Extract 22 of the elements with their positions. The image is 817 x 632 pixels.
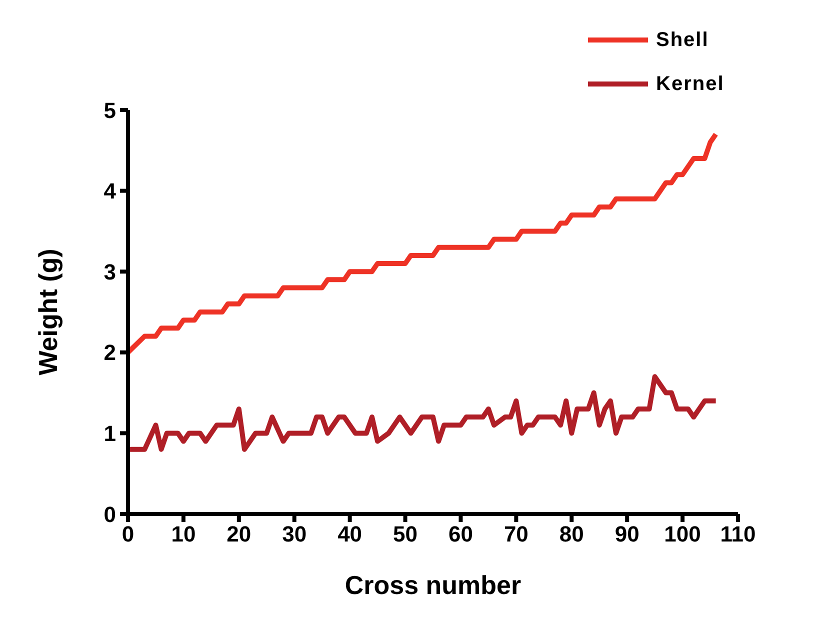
x-axis-title: Cross number [344,570,522,600]
y-tick-label: 3 [104,259,116,284]
y-tick-label: 4 [104,178,117,204]
y-tick-label: 0 [104,502,116,527]
y-tick-label: 1 [104,421,116,446]
x-tick-label: 80 [559,522,584,547]
x-tick-label: 30 [282,522,307,547]
x-tick-label: 110 [720,522,756,547]
x-tick-label: 20 [226,522,252,547]
x-tick-label: 100 [664,522,701,547]
x-tick-label: 10 [171,522,196,547]
legend-label: Kernel [656,72,724,96]
x-tick-label: 0 [122,522,134,547]
x-tick-label: 40 [338,522,362,547]
y-tick-label: 2 [104,340,116,366]
y-tick-label: 5 [104,98,116,123]
y-axis-title: Weight (g) [33,248,64,376]
x-tick-label: 70 [504,522,528,547]
x-tick-label: 90 [614,522,640,547]
x-tick-label: 60 [448,522,473,547]
legend-label: Shell [656,28,709,52]
x-tick-label: 50 [393,522,418,547]
